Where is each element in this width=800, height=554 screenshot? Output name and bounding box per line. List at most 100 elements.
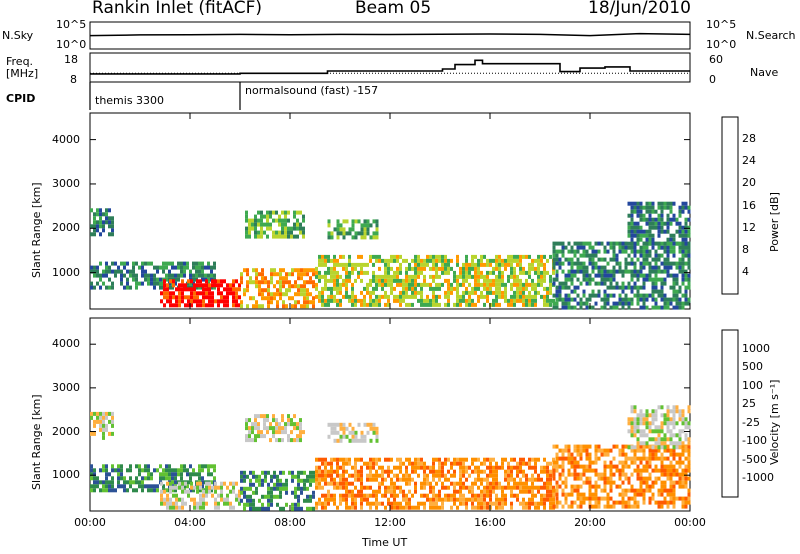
power-cell (102, 269, 105, 274)
power-cell (627, 297, 631, 302)
power-cell (603, 265, 607, 270)
power-cell (516, 262, 519, 267)
power-cell (606, 269, 610, 274)
velocity-cell (609, 468, 613, 473)
power-cell (214, 279, 217, 284)
velocity-cell (387, 457, 390, 462)
velocity-cell (330, 465, 333, 470)
power-cell (336, 262, 339, 267)
velocity-cell (669, 417, 673, 422)
velocity-cell (429, 501, 432, 506)
velocity-cell (199, 497, 202, 502)
velocity-cell (561, 452, 565, 457)
velocity-cell (465, 457, 468, 462)
power-cell (498, 254, 501, 259)
power-cell (330, 258, 333, 263)
power-cell (345, 278, 348, 283)
velocity-cell (534, 493, 537, 498)
power-cell (402, 278, 405, 283)
velocity-cell (618, 492, 622, 497)
power-cell (141, 273, 144, 278)
velocity-cell (312, 470, 315, 475)
power-cell (257, 230, 260, 235)
power-cell (160, 291, 163, 296)
velocity-cell (501, 465, 504, 470)
velocity-cell (251, 438, 254, 443)
power-cell (184, 283, 187, 288)
velocity-cell (306, 494, 309, 499)
power-cell (441, 266, 444, 271)
power-cell (296, 226, 299, 231)
velocity-cell (396, 477, 399, 482)
power-cell (169, 299, 172, 304)
power-cell (175, 303, 178, 308)
velocity-cell (354, 438, 358, 443)
power-cell (240, 304, 243, 309)
power-cell (657, 293, 661, 298)
velocity-cell (555, 464, 559, 469)
velocity-cell (160, 493, 163, 498)
power-cell (297, 284, 300, 289)
velocity-cell (534, 469, 537, 474)
power-cell (627, 221, 631, 226)
velocity-cell (642, 500, 646, 505)
velocity-cell (681, 476, 685, 481)
power-cell (507, 274, 510, 279)
power-cell (618, 293, 622, 298)
velocity-cell (126, 480, 129, 485)
velocity-cell (666, 504, 670, 509)
velocity-cell (272, 414, 275, 419)
velocity-cell (411, 469, 414, 474)
power-cell (672, 305, 676, 310)
power-cell (202, 295, 205, 300)
power-cell (630, 297, 634, 302)
velocity-cell (214, 497, 217, 502)
power-cell (636, 289, 640, 294)
power-cell (666, 273, 670, 278)
power-cell (261, 292, 264, 297)
power-cell (360, 227, 364, 232)
velocity-cell (651, 496, 655, 501)
power-cell (639, 213, 643, 218)
velocity-cell (111, 419, 114, 424)
power-cell (417, 266, 420, 271)
power-cell (111, 281, 114, 286)
power-cell (390, 290, 393, 295)
power-cell (196, 279, 199, 284)
power-cell (166, 291, 169, 296)
power-cell (657, 269, 661, 274)
power-cell (549, 302, 552, 307)
power-cell (660, 253, 664, 258)
velocity-cell (160, 489, 163, 494)
velocity-cell (639, 484, 643, 489)
velocity-cell (459, 477, 462, 482)
power-cell (278, 222, 281, 227)
velocity-cell (171, 468, 174, 473)
power-cell (513, 282, 516, 287)
velocity-cell (432, 457, 435, 462)
power-cell (99, 277, 102, 282)
power-cell (254, 222, 257, 227)
velocity-cell (663, 456, 667, 461)
velocity-cell (543, 501, 546, 506)
power-cell (630, 201, 634, 206)
velocity-cell (630, 445, 634, 450)
power-cell (372, 231, 376, 236)
power-cell (166, 299, 169, 304)
power-cell (156, 269, 159, 274)
power-cell (297, 268, 300, 273)
velocity-cell (609, 448, 613, 453)
power-cell (432, 290, 435, 295)
power-cell (552, 265, 556, 270)
velocity-cell (336, 481, 339, 486)
velocity-cell (651, 484, 655, 489)
power-cell (105, 269, 108, 274)
power-cell (196, 295, 199, 300)
power-cell (528, 274, 531, 279)
power-cell (281, 230, 284, 235)
velocity-cell (390, 477, 393, 482)
power-cell (327, 235, 331, 240)
power-cell (672, 297, 676, 302)
power-cell (519, 270, 522, 275)
velocity-cell (456, 457, 459, 462)
